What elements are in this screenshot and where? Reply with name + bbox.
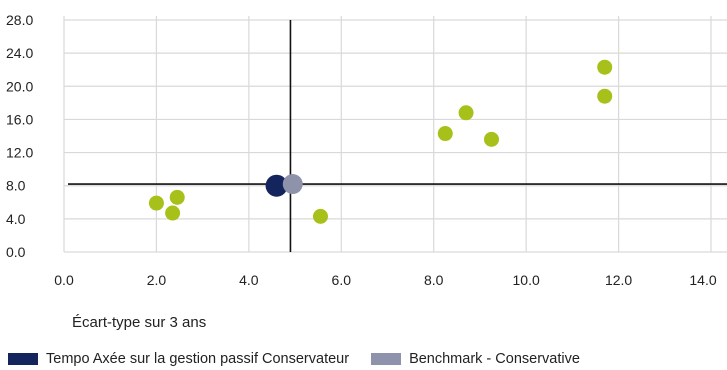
- x-tick-label: 4.0: [239, 272, 259, 288]
- benchmark-point: [282, 174, 303, 195]
- scatter-chart: 0.0 4.0 8.0 12.0 16.0 20.0 24.0 28.0 0.0 2.0 4.0 6…: [6, 12, 727, 288]
- x-tick-label: 8.0: [424, 272, 444, 288]
- grid: [63, 16, 727, 253]
- peer-point: [483, 131, 499, 147]
- y-tick-label: 28.0: [6, 12, 33, 28]
- y-tick-label: 20.0: [6, 78, 33, 94]
- fund-point: [265, 174, 288, 197]
- peer-point: [597, 88, 613, 104]
- y-axis-ticks: 0.0 4.0 8.0 12.0 16.0 20.0 24.0 28.0: [6, 12, 33, 260]
- peer-point: [597, 59, 613, 75]
- legend-item-benchmark: Benchmark - Conservative: [371, 351, 580, 367]
- peer-point: [148, 195, 164, 211]
- peer-point: [437, 126, 453, 142]
- peer-point: [169, 189, 185, 205]
- y-tick-label: 8.0: [6, 178, 26, 194]
- x-tick-label: 2.0: [147, 272, 167, 288]
- legend: Tempo Axée sur la gestion passif Conserv…: [8, 351, 602, 367]
- x-tick-label: 12.0: [605, 272, 632, 288]
- legend-label-fund: Tempo Axée sur la gestion passif Conserv…: [46, 351, 350, 367]
- y-tick-label: 12.0: [6, 145, 33, 161]
- y-tick-label: 16.0: [6, 111, 33, 127]
- x-tick-label: 6.0: [332, 272, 352, 288]
- legend-item-fund: Tempo Axée sur la gestion passif Conserv…: [8, 351, 349, 367]
- x-tick-label: 0.0: [54, 272, 74, 288]
- y-tick-label: 4.0: [6, 211, 26, 227]
- y-tick-label: 0.0: [6, 244, 26, 260]
- legend-swatch-fund: [8, 353, 38, 365]
- x-tick-label: 14.0: [689, 272, 716, 288]
- peer-point: [312, 208, 328, 224]
- x-tick-label: 10.0: [513, 272, 540, 288]
- legend-label-benchmark: Benchmark - Conservative: [409, 351, 580, 367]
- y-tick-label: 24.0: [6, 45, 33, 61]
- reference-lines: [68, 20, 727, 252]
- peer-point: [458, 105, 474, 121]
- data-points: [148, 59, 613, 224]
- legend-swatch-benchmark: [371, 353, 402, 365]
- x-axis-label: Écart-type sur 3 ans: [72, 314, 207, 331]
- peer-point: [165, 205, 181, 221]
- x-axis-ticks: 0.0 2.0 4.0 6.0 8.0 10.0 12.0 14.0: [54, 272, 717, 288]
